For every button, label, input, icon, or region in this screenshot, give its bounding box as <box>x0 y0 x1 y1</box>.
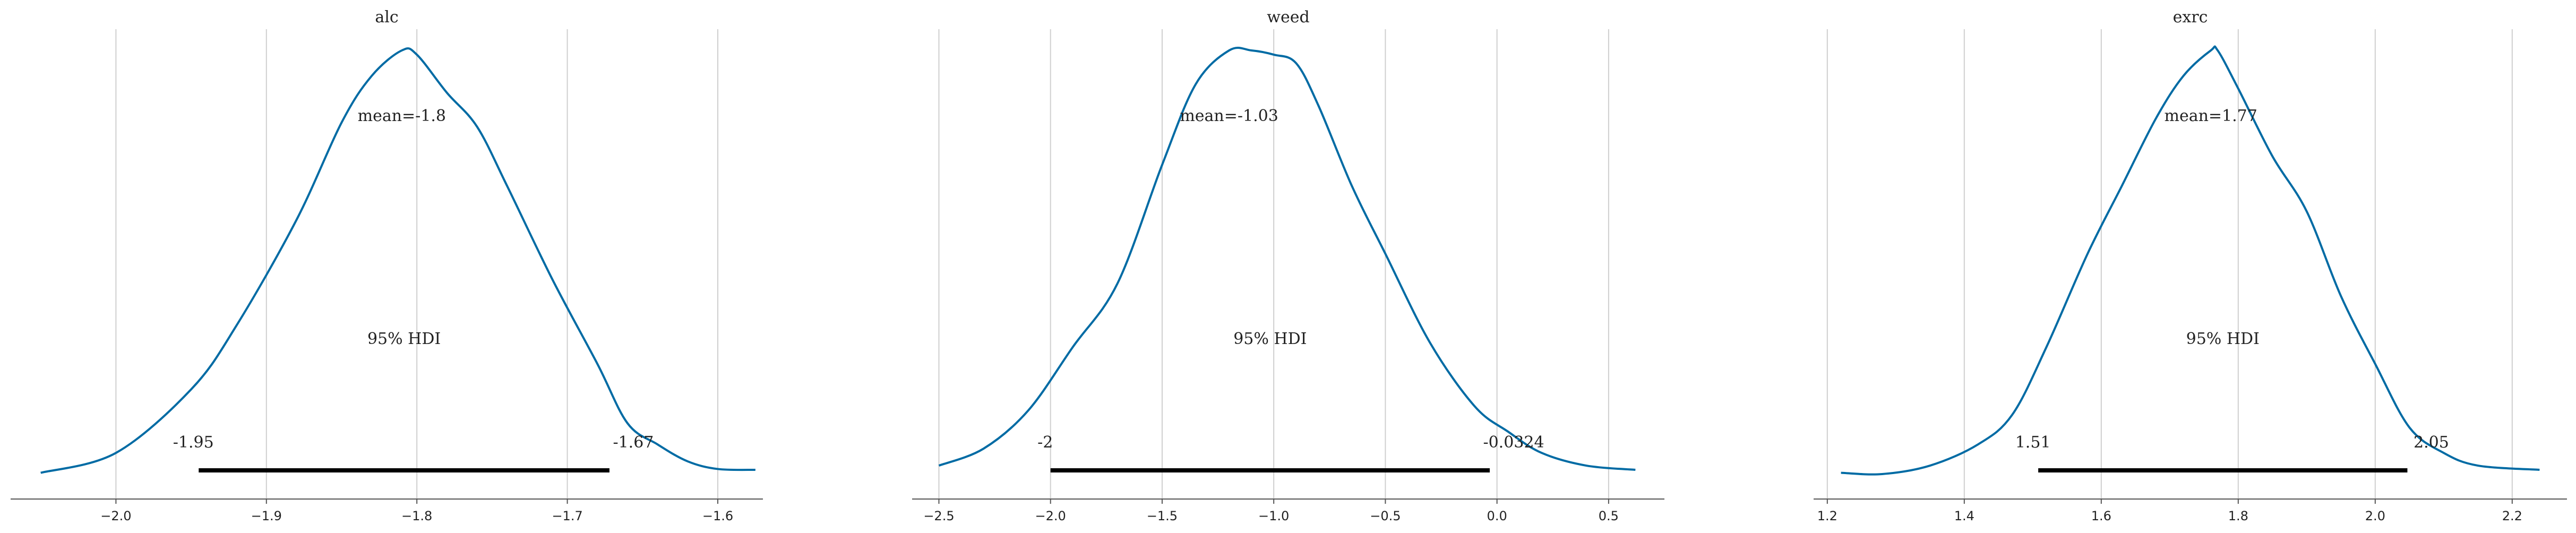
subplot-title: weed <box>1267 8 1309 27</box>
x-tick-label: 2.2 <box>2502 509 2522 523</box>
x-tick-label: 0.5 <box>1599 509 1619 523</box>
x-tick-label: 2.0 <box>2365 509 2385 523</box>
subplot-title: exrc <box>2173 8 2208 27</box>
hdi-low-label: -2 <box>1037 433 1053 452</box>
x-tick-label: −1.7 <box>552 509 582 523</box>
hdi-high-label: 2.05 <box>2414 433 2449 452</box>
x-tick-label: 1.4 <box>1954 509 1974 523</box>
x-tick-label: −1.0 <box>1258 509 1289 523</box>
x-tick-label: 0.0 <box>1487 509 1507 523</box>
density-curve <box>40 47 755 474</box>
x-tick-label: 1.2 <box>1817 509 1837 523</box>
x-tick-label: −1.6 <box>702 509 733 523</box>
hdi-label: 95% HDI <box>367 330 441 348</box>
mean-label: mean=1.77 <box>2165 107 2257 125</box>
density-curve <box>938 46 1636 471</box>
subplot-weed: −2.5 −2.0 −1.5 −1.0 −0.5 0.0 0.5 weed mean=-1.03… <box>912 8 1664 523</box>
hdi-low-label: -1.95 <box>173 433 214 452</box>
x-tick-label: −1.9 <box>251 509 282 523</box>
x-tick-label: −0.5 <box>1370 509 1401 523</box>
hdi-label: 95% HDI <box>1233 330 1307 348</box>
hdi-label: 95% HDI <box>2186 330 2260 348</box>
mean-label: mean=-1.8 <box>358 107 446 125</box>
density-curve <box>1841 45 2540 476</box>
mean-label: mean=-1.03 <box>1180 107 1278 125</box>
x-tick-label: 1.8 <box>2228 509 2248 523</box>
hdi-high-label: -0.0324 <box>1483 433 1544 452</box>
x-tick-label: 1.6 <box>2091 509 2111 523</box>
subplot-alc: −2.0 −1.9 −1.8 −1.7 −1.6 alc mean=-1.8 95% HDI -… <box>11 8 763 523</box>
x-tick-label: −2.0 <box>1035 509 1066 523</box>
x-tick-label: −1.8 <box>401 509 432 523</box>
subplot-exrc: 1.2 1.4 1.6 1.8 2.0 2.2 exrc mean=1.77 95% HDI 1.… <box>1814 8 2567 523</box>
x-tick-label: −2.0 <box>100 509 131 523</box>
hdi-low-label: 1.51 <box>2015 433 2051 452</box>
x-tick-label: −1.5 <box>1147 509 1178 523</box>
hdi-high-label: -1.67 <box>613 433 654 452</box>
subplot-title: alc <box>375 8 398 27</box>
x-tick-label: −2.5 <box>923 509 954 523</box>
